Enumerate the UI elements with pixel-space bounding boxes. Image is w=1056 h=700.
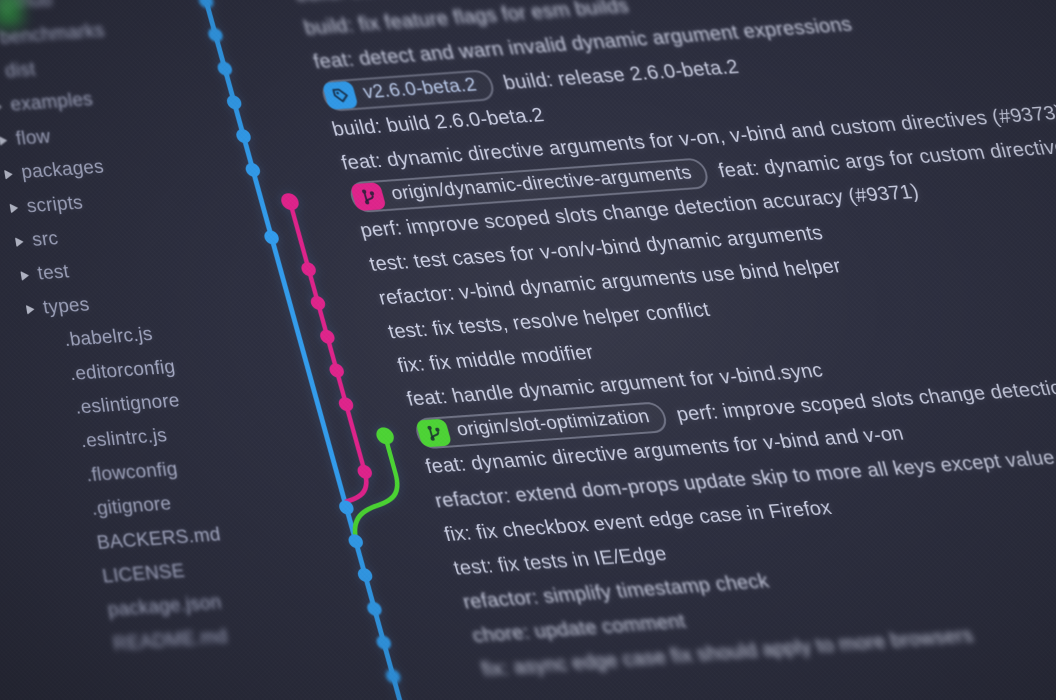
tree-item-label: .flowconfig xyxy=(84,458,180,487)
tree-item-label: src xyxy=(30,228,60,251)
commit-dot xyxy=(198,0,214,9)
tree-item-label: LICENSE xyxy=(100,560,187,588)
commit-dot xyxy=(367,601,382,616)
branch-badge[interactable]: origin/slot-optimization xyxy=(412,400,670,450)
commit-row[interactable]: origin/dynamic-directive-arguments feat:… xyxy=(218,120,1056,224)
tree-item-label: BACKERS.md xyxy=(95,524,223,554)
commit-dot xyxy=(376,427,394,445)
commit-dot xyxy=(376,635,391,650)
chevron-right-icon xyxy=(14,236,25,248)
commit-rows: build: build 2.6.0-beta.3 xyxy=(162,0,1056,696)
chevron-right-icon xyxy=(25,304,36,315)
chevron-right-icon xyxy=(20,270,30,281)
green-branch-line xyxy=(352,433,400,540)
commit-graph: build: build 2.6.0-beta.3 xyxy=(162,0,1056,700)
commit-dot xyxy=(320,329,335,344)
commit-dot xyxy=(339,500,354,515)
commit-row[interactable]: v2.6.0-beta.2 build: release 2.6.0-beta.… xyxy=(190,18,1056,122)
git-branch-icon xyxy=(349,181,387,211)
tree-item-label: .babelrc.js xyxy=(62,324,155,352)
tag-label: v2.6.0-beta.2 xyxy=(360,74,479,104)
chevron-right-icon xyxy=(9,202,19,214)
chevron-right-icon xyxy=(0,135,9,146)
commit-dot xyxy=(385,669,401,684)
commit-dot xyxy=(264,230,279,245)
commit-dot xyxy=(226,95,242,110)
commit-dot xyxy=(281,193,299,211)
tree-item-label: package.json xyxy=(106,592,224,622)
commit-dot xyxy=(245,162,261,177)
main-branch-line xyxy=(190,0,419,700)
tag-icon xyxy=(321,80,359,110)
tree-item-label: .gitignore xyxy=(90,493,173,520)
commit-dot xyxy=(208,27,223,42)
commit-dots xyxy=(198,0,401,684)
green-smudge xyxy=(0,0,22,26)
tree-item-label: .eslintrc.js xyxy=(79,425,169,453)
commit-dot xyxy=(357,464,372,479)
tree-item-label: scripts xyxy=(25,192,85,218)
commit-dot xyxy=(357,568,373,583)
branch-badge[interactable]: origin/dynamic-directive-arguments xyxy=(347,156,712,213)
commit-dot xyxy=(348,534,363,549)
chevron-right-icon xyxy=(3,169,14,180)
tree-item-label: test xyxy=(36,261,71,285)
commit-dot xyxy=(329,363,344,378)
commit-dot xyxy=(338,397,354,412)
tree-item-label: .eslintignore xyxy=(73,390,182,419)
commit-row[interactable]: origin/slot-optimization perf: improve s… xyxy=(283,356,1056,460)
commit-dot xyxy=(310,296,326,310)
tree-item-label: .editorconfig xyxy=(68,356,177,385)
tree-item-label: README.md xyxy=(111,626,229,655)
commit-dot xyxy=(236,129,251,144)
tag-badge[interactable]: v2.6.0-beta.2 xyxy=(319,68,497,112)
chevron-right-icon xyxy=(0,101,3,113)
tree-item-label: dist xyxy=(3,59,37,83)
commit-dot xyxy=(217,61,233,76)
tree-item-label: examples xyxy=(8,89,95,116)
tree-item-label: flow xyxy=(14,126,53,150)
git-branch-icon xyxy=(415,418,453,447)
branch-lines-svg xyxy=(190,0,419,700)
tree-item-label: types xyxy=(41,294,91,319)
tree-item-label: packages xyxy=(19,156,106,184)
commit-dot xyxy=(301,262,316,277)
